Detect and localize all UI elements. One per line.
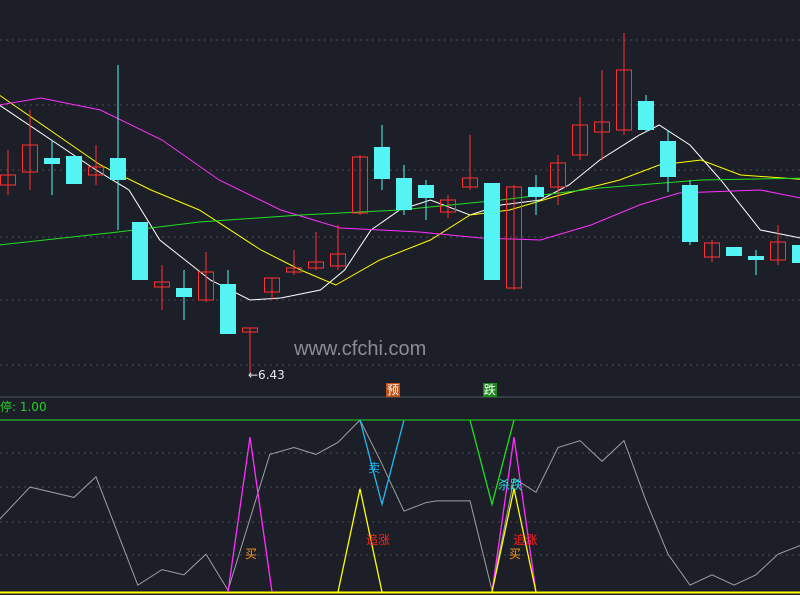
candle-body	[308, 261, 324, 269]
candle-body	[440, 199, 456, 213]
signal-line	[491, 437, 537, 593]
signal-line	[337, 488, 383, 593]
moving-average-line	[0, 97, 800, 241]
candle-body	[198, 271, 214, 301]
signal-line	[227, 437, 273, 593]
candle-body	[220, 284, 236, 334]
candle-body	[132, 222, 148, 280]
signal-marker: 预	[386, 383, 401, 397]
candle-body	[726, 247, 742, 256]
candle-body	[660, 141, 676, 177]
candle-body	[44, 158, 60, 164]
signal-label: 买	[509, 547, 522, 562]
signal-label: 买	[245, 547, 258, 562]
candle-body	[242, 327, 258, 333]
candle-body	[704, 242, 720, 258]
signal-marker: 跌	[482, 383, 497, 397]
candle-body	[264, 277, 280, 293]
candle-body	[176, 288, 192, 297]
watermark: www.cfchi.com	[294, 338, 427, 360]
candle-body	[352, 156, 368, 214]
oscillator-line	[0, 419, 800, 592]
candle-body	[484, 183, 500, 280]
candle-body	[572, 124, 588, 156]
signal-label: 追涨	[513, 533, 538, 548]
candle-body	[462, 177, 478, 188]
candle-body	[374, 147, 390, 179]
candle-body	[792, 245, 800, 263]
candle-body	[616, 69, 632, 131]
signal-line	[359, 419, 405, 507]
candle-body	[418, 185, 434, 198]
candle-body	[88, 166, 104, 176]
signal-label: 追涨	[366, 533, 391, 548]
signal-label: 卖	[368, 461, 381, 476]
candle-body	[506, 186, 522, 289]
signal-line	[469, 419, 515, 507]
low-price-annotation: ←6.43	[248, 368, 285, 382]
candle-body	[748, 256, 764, 260]
candle-body	[770, 241, 786, 261]
moving-average-line	[0, 104, 800, 301]
candle-body	[66, 156, 82, 184]
candle-body	[638, 101, 654, 130]
signal-line	[491, 488, 537, 593]
signal-label: 杀跌	[498, 478, 523, 493]
candle-body	[154, 281, 170, 288]
candle-body	[550, 162, 566, 188]
candle-body	[682, 185, 698, 242]
candle-body	[330, 253, 346, 267]
candle-body	[286, 267, 302, 273]
candle-body	[528, 187, 544, 197]
indicator-label: 停: 1.00	[0, 400, 47, 414]
candle-body	[594, 121, 610, 133]
candle-body	[22, 144, 38, 173]
candle-body	[110, 158, 126, 180]
candle-body	[0, 174, 16, 186]
candle-body	[396, 178, 412, 210]
